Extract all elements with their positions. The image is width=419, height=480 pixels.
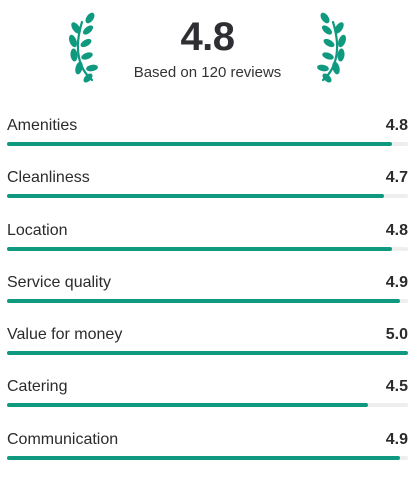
rating-bar-track xyxy=(7,194,408,199)
rating-bar-track xyxy=(7,246,408,251)
rating-bar-fill xyxy=(7,403,368,408)
rating-value: 4.7 xyxy=(385,169,408,187)
category-ratings-list: Amenities 4.8 Cleanliness 4.7 Location 4… xyxy=(7,114,408,480)
rating-value: 4.8 xyxy=(385,221,408,239)
rating-row-communication: Communication 4.9 xyxy=(7,428,408,480)
rating-bar-fill xyxy=(7,455,400,460)
rating-label: Cleanliness xyxy=(7,169,90,187)
rating-row-amenities: Amenities 4.8 xyxy=(7,114,408,166)
rating-value: 5.0 xyxy=(385,326,408,344)
rating-label: Communication xyxy=(7,430,119,448)
rating-bar-track xyxy=(7,298,408,303)
rating-bar-track xyxy=(7,403,408,408)
rating-value: 4.9 xyxy=(385,430,408,448)
rating-value: 4.5 xyxy=(385,378,408,396)
overall-score: 4.8 xyxy=(180,15,235,59)
rating-label: Value for money xyxy=(7,326,123,344)
rating-row-cleanliness: Cleanliness 4.7 xyxy=(7,166,408,218)
rating-label: Location xyxy=(7,221,68,239)
laurel-wreath-icon xyxy=(317,12,346,83)
overall-rating-summary: 4.8 Based on 120 reviews xyxy=(0,0,419,100)
laurel-wreath-icon xyxy=(69,12,98,83)
rating-bar-fill xyxy=(7,351,408,356)
rating-row-service-quality: Service quality 4.9 xyxy=(7,271,408,323)
rating-bar-track xyxy=(7,351,408,356)
rating-row-location: Location 4.8 xyxy=(7,219,408,271)
rating-label: Amenities xyxy=(7,117,78,134)
rating-bar-fill xyxy=(7,246,392,251)
rating-value: 4.8 xyxy=(385,117,408,134)
rating-label: Catering xyxy=(7,378,68,396)
rating-label: Service quality xyxy=(7,273,112,291)
rating-row-value-for-money: Value for money 5.0 xyxy=(7,323,408,375)
rating-row-catering: Catering 4.5 xyxy=(7,375,408,427)
review-count-text: Based on 120 reviews xyxy=(133,64,282,81)
rating-bar-fill xyxy=(7,298,400,303)
rating-bar-fill xyxy=(7,142,392,146)
rating-bar-fill xyxy=(7,194,384,199)
rating-bar-track xyxy=(7,455,408,460)
rating-value: 4.9 xyxy=(385,273,408,291)
rating-bar-track xyxy=(7,142,408,146)
